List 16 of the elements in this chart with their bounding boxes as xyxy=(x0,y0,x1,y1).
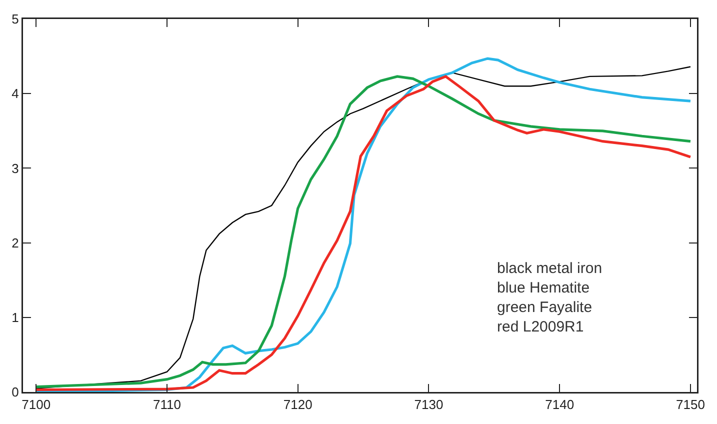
y-tick-label: 5 xyxy=(12,12,19,27)
y-tick-label: 1 xyxy=(12,310,19,325)
x-tick-label: 7150 xyxy=(676,397,705,412)
annotation: blue Hematite xyxy=(497,280,590,296)
y-tick-label: 3 xyxy=(12,160,19,176)
x-tick-label: 7120 xyxy=(283,397,312,412)
x-tick-label: 7110 xyxy=(152,397,181,412)
x-tick-label: 7100 xyxy=(22,397,51,412)
x-tick-label: 7140 xyxy=(545,397,574,412)
annotation: green Fayalite xyxy=(497,299,592,316)
y-tick-label: 2 xyxy=(12,235,19,250)
annotation: red L2009R1 xyxy=(497,318,584,336)
y-tick-label: 0 xyxy=(12,384,19,400)
x-tick-label: 7130 xyxy=(414,397,444,412)
y-tick-label: 4 xyxy=(12,86,19,102)
annotation: black metal iron xyxy=(497,260,602,277)
